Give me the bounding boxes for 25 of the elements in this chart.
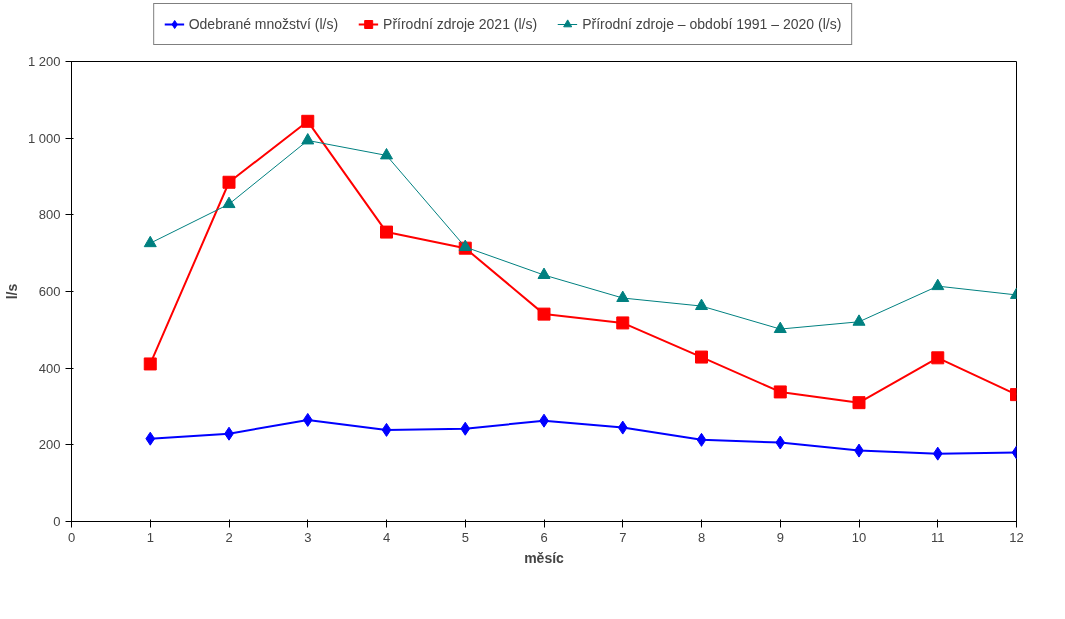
y-tick-label: 600 (38, 284, 61, 299)
y-tick-label: 400 (38, 360, 61, 376)
x-tick-label: 11 (931, 529, 945, 545)
y-axis-title: l/s (3, 283, 20, 300)
legend-label: Přírodní zdroje – období 1991 – 2020 (l/s) (582, 16, 842, 32)
x-tick-label: 2 (225, 529, 233, 545)
x-tick-label: 9 (776, 529, 784, 545)
y-tick-label: 800 (38, 207, 61, 223)
x-tick-label: 8 (697, 529, 706, 545)
x-tick-label: 0 (67, 529, 76, 545)
y-tick-label: 0 (53, 514, 61, 529)
y-tick-label: 200 (38, 437, 61, 453)
y-tick-label: 1 200 (27, 54, 61, 69)
y-tick-label: 1 000 (27, 130, 61, 146)
x-tick-label: 3 (304, 529, 312, 545)
legend-label: Přírodní zdroje 2021 (l/s) (383, 16, 538, 32)
x-tick-label: 1 (146, 529, 154, 545)
x-tick-label: 12 (1009, 529, 1024, 545)
x-axis-title: měsíc (524, 549, 565, 566)
x-tick-label: 7 (619, 529, 627, 545)
x-tick-label: 4 (382, 529, 391, 545)
x-tick-label: 6 (540, 529, 548, 545)
legend-label: Odebrané množství (l/s) (188, 16, 339, 32)
x-tick-label: 10 (851, 529, 867, 545)
x-tick-label: 5 (461, 529, 469, 545)
